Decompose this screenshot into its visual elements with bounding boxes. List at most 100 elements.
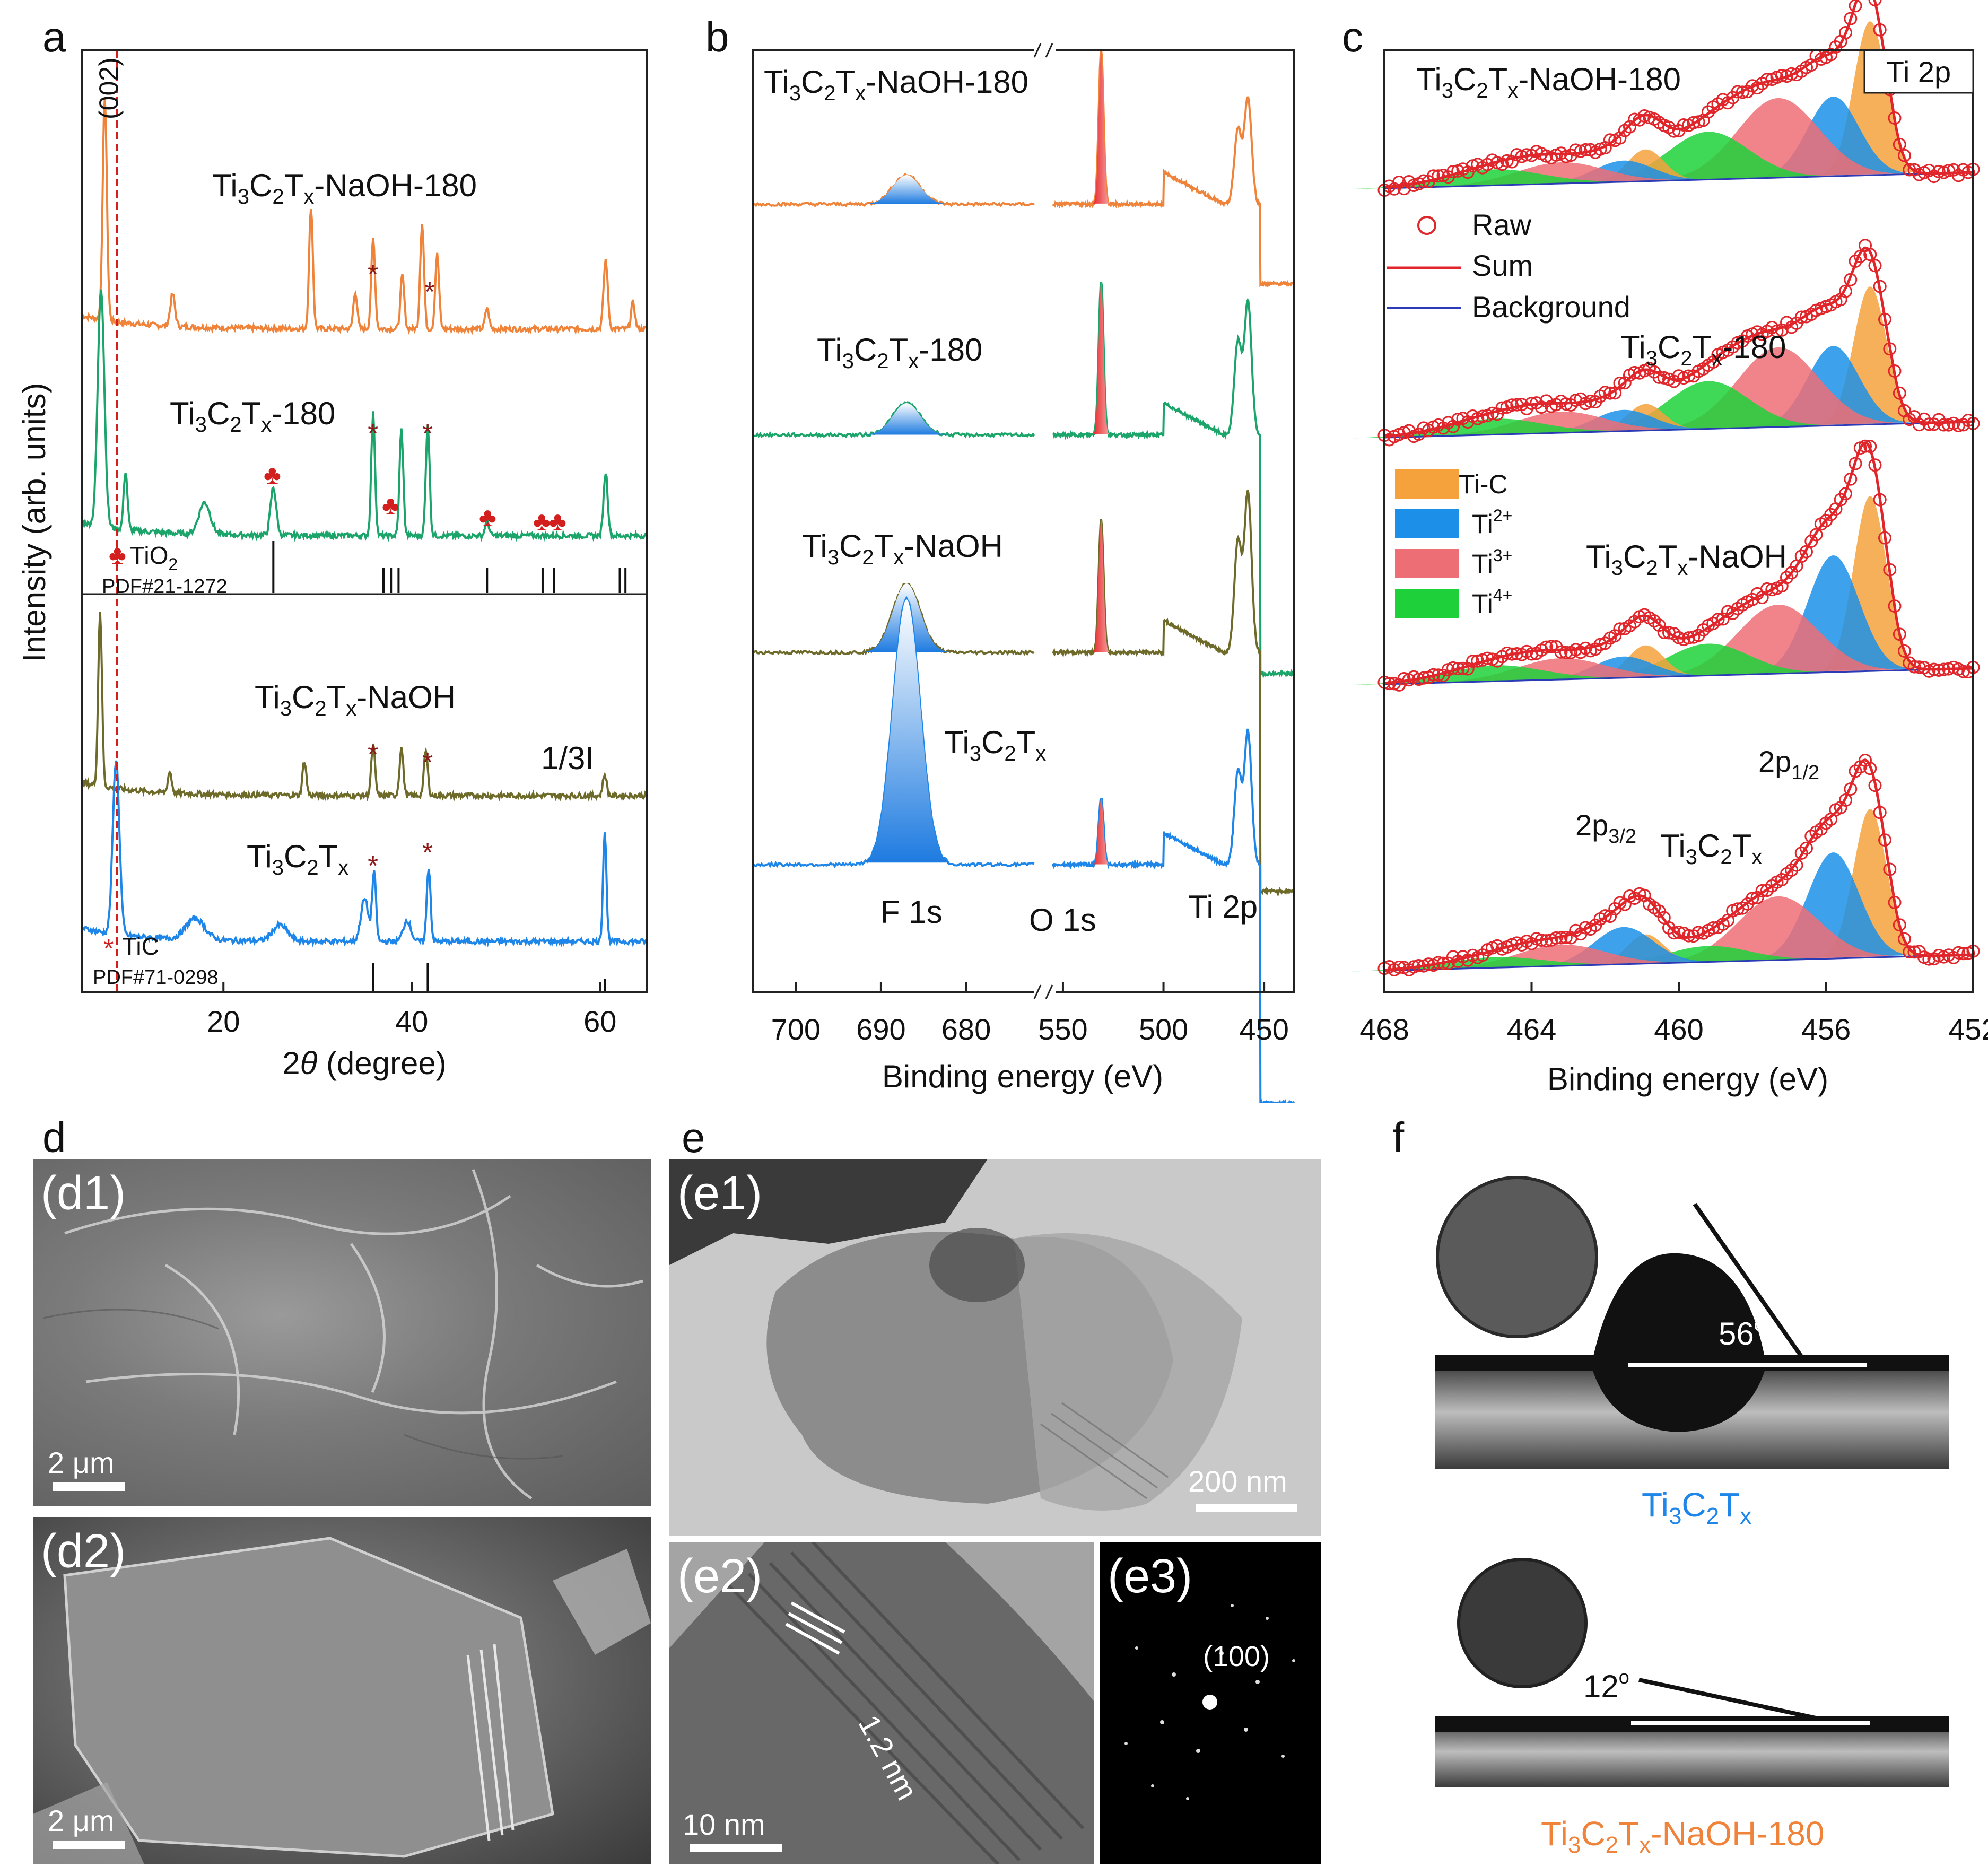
contact-angle-1-drawing: 56o [1435,1176,1949,1469]
xrd-markers: * * * * * * * * [368,259,435,882]
peak-label-ti2p: Ti 2p [1188,889,1258,925]
raw-point [1932,164,1946,178]
raw-point [1731,85,1745,99]
panel-label-e: e [682,1114,705,1161]
club-markers: ♣ ♣ ♣ ♣ ♣ [264,460,566,536]
raw-point [1652,370,1666,384]
xrd-y-axis-label: Intensity (arb. units) [16,383,52,662]
panel-label-a: a [42,13,66,60]
raw-point [1559,150,1573,163]
raw-point [1770,324,1784,338]
xrd-trace-naoh180 [82,99,648,336]
raw-point [1480,651,1494,665]
club-marker: ♣ [533,507,551,536]
raw-point [1510,647,1524,660]
tic-star-icon: * [103,934,114,963]
raw-point [1657,625,1671,639]
survey-x-tick-label: 690 [856,1013,905,1046]
raw-point [1451,413,1465,426]
tem-e2-texture: 1.2 nm [669,1542,1094,1864]
survey-label-180: Ti3C2Tx-180 [817,332,982,373]
legend-raw: Raw [1472,208,1532,241]
raw-point [1432,668,1445,682]
raw-point [1476,409,1489,423]
raw-point [1785,863,1799,877]
raw-point [1868,259,1882,273]
background-line [1384,667,1974,685]
sem-d1-texture [43,1169,643,1500]
sem-image-d1: (d1) 2 μm [33,1159,651,1506]
o1s-peak-fill [1093,281,1110,434]
o1s-peak-fill [1093,798,1110,865]
star-marker: * [368,259,378,290]
raw-point [1682,631,1695,645]
raw-point [1593,638,1607,651]
label-2p12: 2p1/2 [1758,745,1819,784]
raw-point [1883,862,1897,876]
raw-point [1466,655,1479,668]
raw-point [1500,154,1514,168]
saed-spots [1124,1604,1295,1800]
raw-point [1500,646,1514,660]
raw-point [1628,365,1642,379]
legend-ti4: Ti4+ [1472,586,1512,618]
xps-survey-chart: 700 690 680 550 500 450 Binding energy (eV) T… [752,42,1295,1103]
raw-point [1937,662,1950,676]
survey-label-naoh180: Ti3C2Tx-NaOH-180 [764,64,1028,105]
xrd-x-tick-label: 60 [583,1005,616,1038]
ti2p-x-tick-label: 468 [1359,1013,1409,1046]
survey-x-tick-label: 700 [771,1013,821,1046]
xrd-label-naoh: Ti3C2Tx-NaOH [255,679,456,720]
raw-point [1839,26,1852,39]
raw-point [1579,143,1592,156]
scale-note: 1/3I [541,740,594,776]
label-d2: (d2) [41,1525,126,1578]
raw-point [1863,440,1877,454]
raw-point [1667,926,1681,940]
xrd-label-pristine: Ti3C2Tx [247,839,348,879]
raw-point [1785,566,1799,580]
angle-56-label: 56o [1719,1313,1765,1351]
star-marker: * [422,838,433,868]
raw-point [1687,116,1701,129]
raw-point [1559,931,1573,945]
raw-point [1868,0,1882,6]
raw-point [1893,137,1906,151]
raw-point [1868,458,1882,472]
xrd-chart: 20 40 60 Intensity (arb. units) 2θ (degree… [16,49,648,1081]
raw-point [1427,169,1440,183]
raw-point [1849,457,1862,470]
ti2p-x-tick-label: 456 [1801,1013,1851,1046]
raw-point [1598,386,1612,399]
o1s-peak-fill [1093,50,1110,204]
raw-point [1888,895,1902,909]
raw-point [1446,661,1460,675]
raw-point [1569,143,1583,157]
raw-point [1505,647,1519,661]
raw-point [1579,921,1592,935]
star-marker: * [424,277,435,308]
scale-bar-d2 [53,1841,125,1849]
raw-point [1505,398,1519,412]
tem-image-e2: 1.2 nm (e2) 10 nm [669,1542,1094,1864]
legend-ti-c: Ti-C [1459,469,1508,499]
raw-point [1839,284,1852,298]
raw-point [1898,149,1911,162]
club-marker: ♣ [479,502,496,532]
raw-point [1603,386,1617,400]
ti2-legend-swatch [1395,509,1459,538]
raw-point [1873,806,1887,819]
raw-point [1559,646,1573,659]
raw-point [1849,0,1862,13]
ti2p-chart: 468 464 460 456 452 Binding energy (eV) Ti 2… [1351,0,1988,1097]
raw-point [1436,956,1450,970]
raw-point [1873,23,1887,37]
ti2p-label-naoh: Ti3C2Tx-NaOH [1586,539,1787,580]
tio2-club-icon: ♣ [109,540,126,570]
raw-point [1844,472,1858,486]
saed-spot-label: (100) [1203,1641,1270,1672]
raw-point [1951,946,1965,960]
raw-point [1589,642,1602,656]
raw-point [1873,493,1887,507]
raw-point [1388,182,1401,196]
